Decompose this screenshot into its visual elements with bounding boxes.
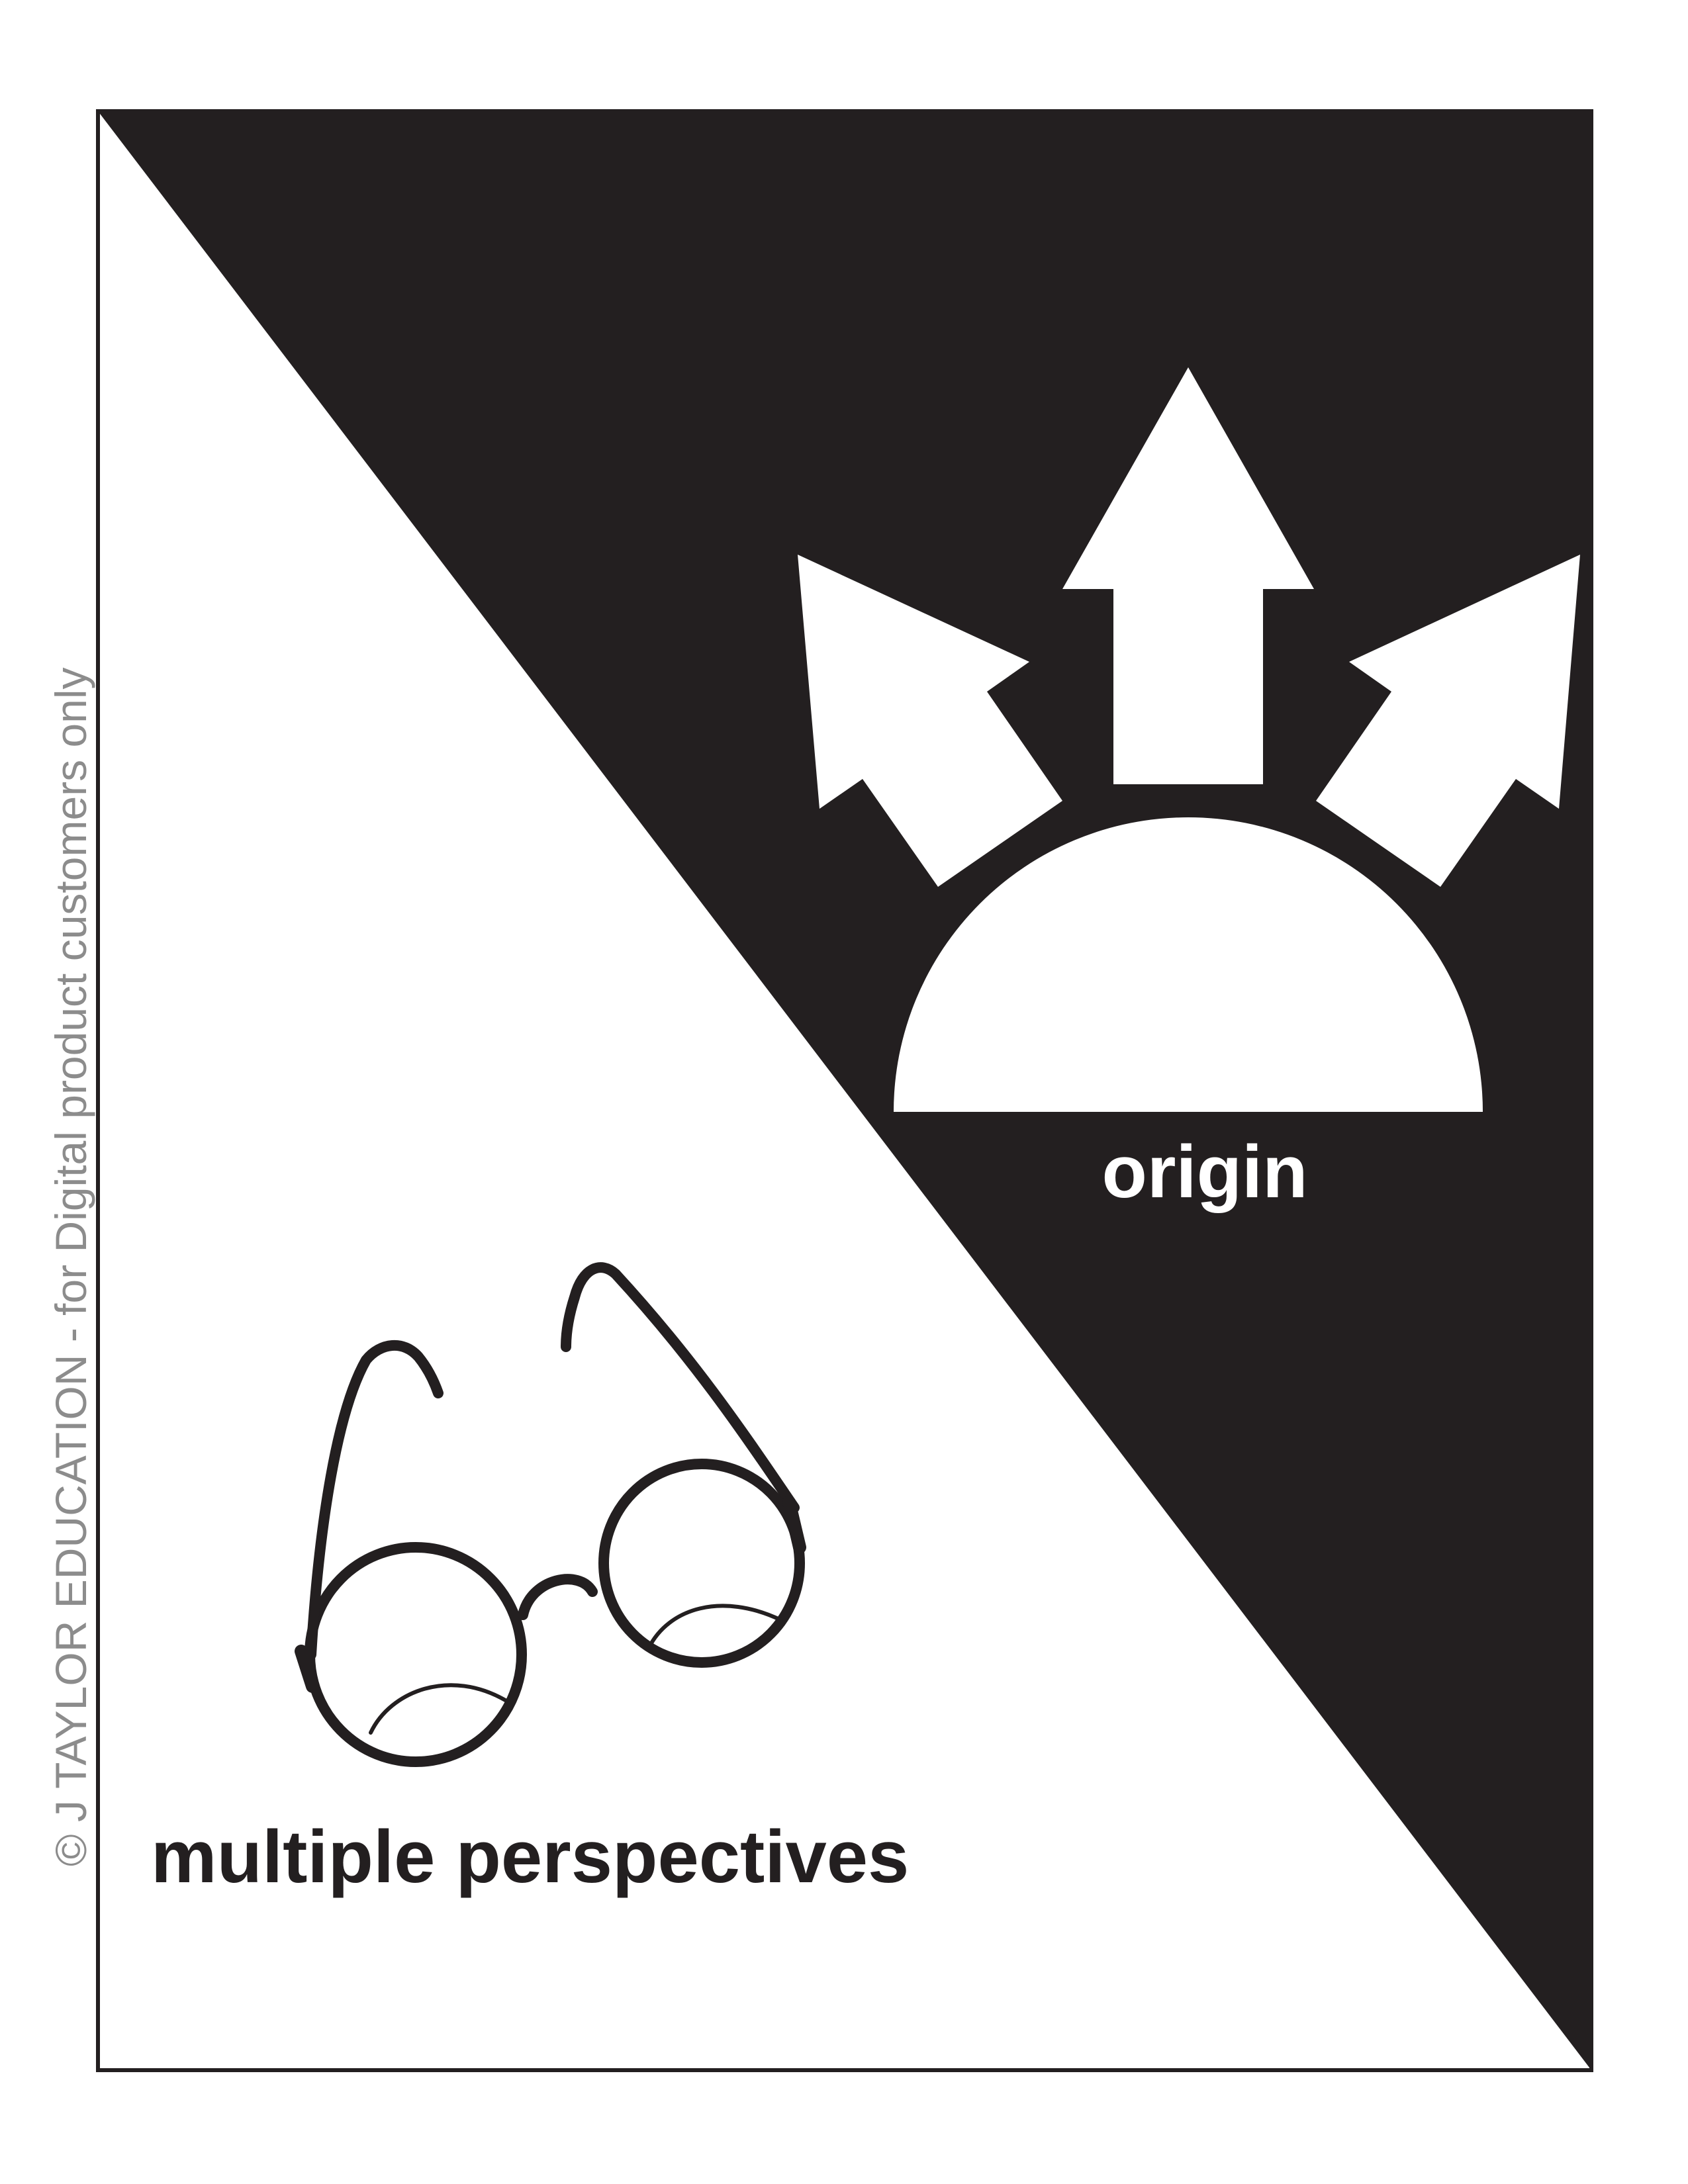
left-temple xyxy=(306,1340,444,1660)
right-temple-tip xyxy=(782,1496,806,1554)
card-border xyxy=(96,109,1593,2072)
arrow-up xyxy=(1062,367,1314,784)
origin-label: origin xyxy=(1102,1130,1308,1213)
left-lens xyxy=(305,1542,527,1767)
multiple-perspectives-label: multiple perspectives xyxy=(151,1815,910,1898)
dome-with-arrows-icon xyxy=(798,367,1580,1112)
left-temple-tip xyxy=(295,1645,319,1693)
bridge xyxy=(518,1574,598,1620)
arrow-up-right xyxy=(1316,555,1580,887)
right-lens xyxy=(598,1459,805,1668)
right-lens-glare xyxy=(647,1604,783,1650)
arrow-up-left xyxy=(798,555,1062,887)
dome-shape xyxy=(894,817,1483,1112)
eyeglasses-icon xyxy=(295,1262,806,1767)
copyright-watermark: © J TAYLOR EDUCATION - for Digital produ… xyxy=(46,667,95,1866)
right-temple xyxy=(561,1262,800,1513)
left-lens-glare xyxy=(369,1683,508,1735)
